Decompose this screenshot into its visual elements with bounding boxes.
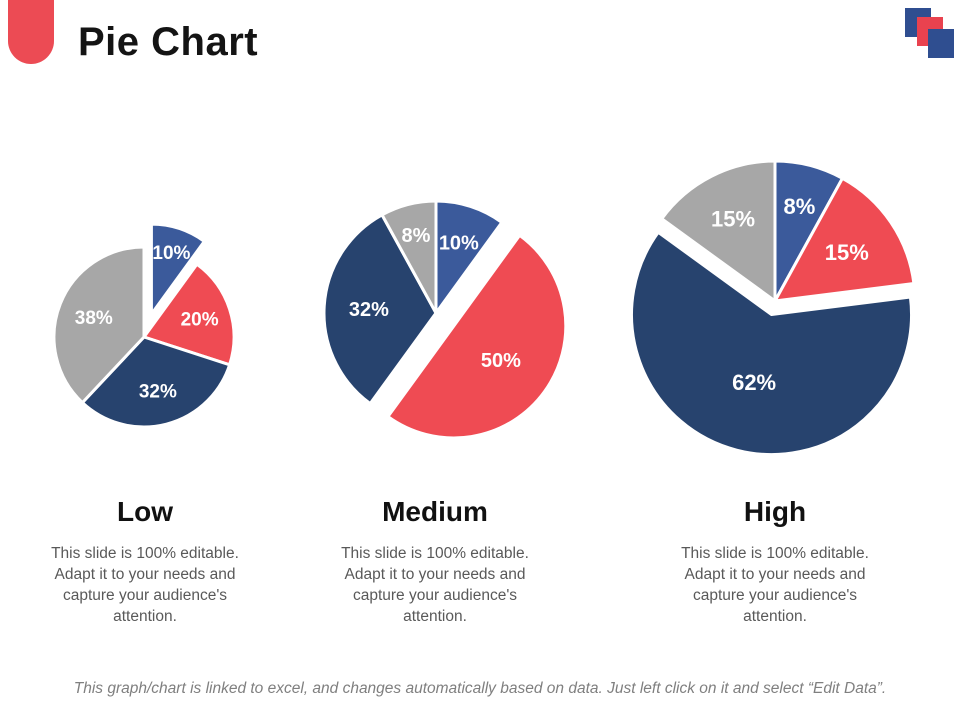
page-title: Pie Chart [78, 20, 259, 64]
pie-slice-low-20%[interactable] [142, 262, 236, 367]
pie-slice-label: 20% [181, 310, 219, 331]
pie-slice-medium-8%[interactable] [380, 199, 438, 315]
pie-slice-label: 32% [139, 382, 177, 403]
pie-slice-label: 8% [783, 194, 815, 219]
pie-slice-high-62%[interactable] [630, 230, 914, 457]
pie-slice-low-32%[interactable] [80, 335, 232, 429]
column-medium: Medium This slide is 100% editable. Adap… [295, 496, 575, 627]
pie-slice-label: 15% [825, 240, 869, 265]
chart-description-low: This slide is 100% editable. Adapt it to… [51, 545, 239, 625]
chart-heading-low: Low [117, 496, 173, 527]
footer-note: This graph/chart is linked to excel, and… [73, 680, 887, 697]
pie-slice-label: 50% [481, 350, 521, 372]
pie-slice-label: 32% [349, 299, 389, 321]
pie-slice-high-15%[interactable] [660, 159, 777, 303]
pie-chart-high[interactable]: 8% 15% 62% 15% [613, 139, 937, 463]
pie-slice-label: 10% [439, 233, 479, 255]
pie-slice-low-38%[interactable] [52, 245, 146, 405]
chart-description-medium: This slide is 100% editable. Adapt it to… [341, 545, 529, 625]
pie-chart-low[interactable]: 10% 20% 32% 38% [22, 215, 266, 459]
pie-slice-label: 8% [401, 225, 430, 247]
pie-slice-high-15%[interactable] [773, 176, 916, 303]
chart-heading-medium: Medium [382, 496, 488, 527]
corner-accent-shape [8, 0, 54, 64]
decor-blue-square-front [928, 29, 954, 58]
column-low: Low This slide is 100% editable. Adapt i… [5, 496, 285, 627]
pie-chart-medium[interactable]: 10% 50% 32% 8% [294, 171, 578, 455]
pie-slice-label: 38% [75, 308, 113, 329]
pie-slice-label: 10% [152, 243, 190, 264]
pie-slice-low-10%[interactable] [149, 222, 206, 316]
chart-description-high: This slide is 100% editable. Adapt it to… [681, 545, 869, 625]
pie-slice-label: 62% [732, 370, 776, 395]
pie-slice-label: 15% [711, 206, 755, 231]
column-high: High This slide is 100% editable. Adapt … [635, 496, 915, 627]
pie-slice-medium-50%[interactable] [386, 233, 568, 440]
pie-slice-medium-32%[interactable] [322, 213, 438, 406]
chart-heading-high: High [743, 496, 807, 527]
